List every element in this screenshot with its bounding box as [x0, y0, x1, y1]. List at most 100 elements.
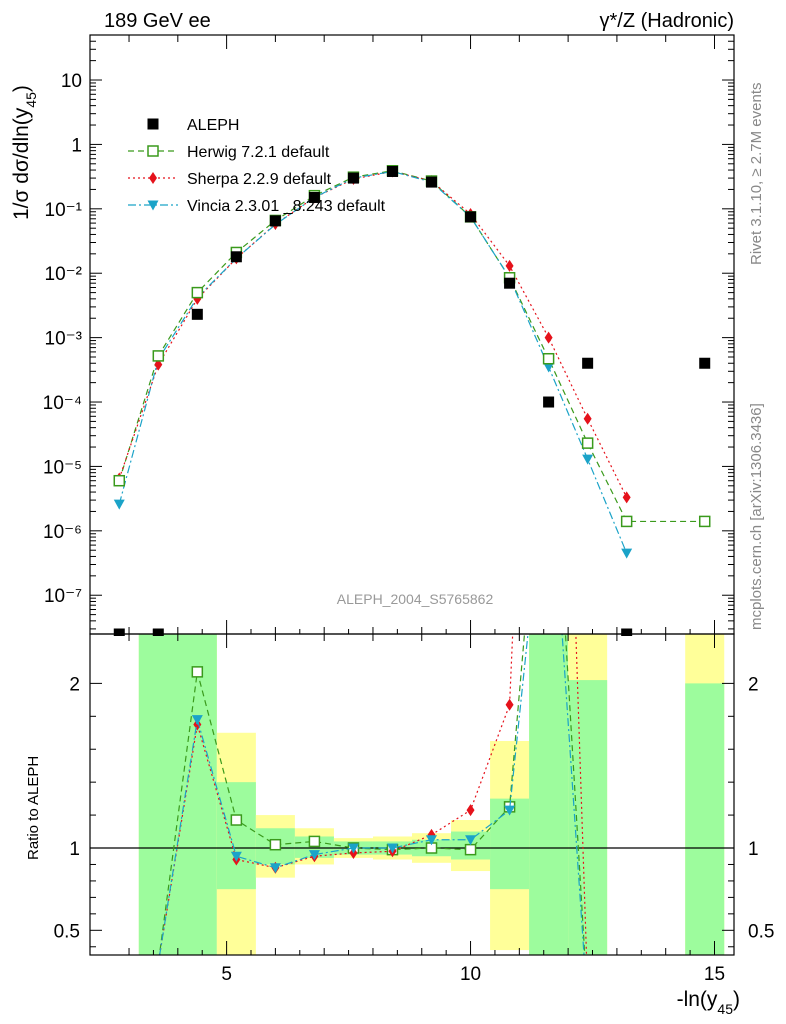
main-point-filled-square-5	[308, 191, 320, 203]
ratio-ytick-label-2: 2	[69, 674, 80, 695]
main-point-filled-square-12	[582, 357, 594, 369]
main-point-filled-square-13	[621, 628, 633, 636]
ratio-ytick-label-right-0: 0.5	[748, 921, 774, 942]
uncertainty-bands	[138, 634, 725, 955]
ratio-point-2-4	[269, 863, 281, 874]
ratio-ytick-label-right-2: 2	[748, 674, 759, 695]
main-line-2	[118, 170, 628, 498]
green-band-1	[216, 782, 256, 890]
green-band-10	[568, 680, 608, 955]
legend-marker-0	[147, 118, 159, 130]
ratio-point-0-2	[191, 666, 204, 678]
ratio-frame	[89, 633, 735, 956]
green-band-3	[294, 836, 334, 858]
ratio-ytick-label-1: 1	[69, 839, 80, 860]
main-point-diamond-1	[154, 358, 163, 371]
ratio-point-2-2	[191, 715, 203, 726]
main-point-open-square-0	[113, 474, 126, 487]
ratio-point-0-9	[464, 843, 477, 856]
legend-label-2: Sherpa 2.2.9 default	[187, 171, 332, 188]
ratio-point-2-9	[465, 835, 477, 846]
main-point-open-square-11	[542, 352, 555, 365]
main-ytick-label-4: 10⁻³	[45, 329, 83, 350]
ratio-point-2-5	[308, 850, 320, 861]
legend-marker-1	[147, 145, 159, 157]
main-point-diamond-12	[583, 412, 592, 425]
ratio-point-1-10	[505, 698, 514, 711]
green-band-0	[138, 634, 217, 955]
main-point-filled-square-0	[113, 628, 125, 636]
main-ytick-label-2: 10⁻⁵	[43, 457, 82, 478]
x-axis-label: -ln(y45)	[677, 988, 740, 1017]
main-point-diamond-13	[622, 491, 631, 504]
ratio-point-0-3	[230, 814, 243, 826]
legend-label-0: ALEPH	[187, 117, 239, 134]
ratio-panel	[90, 634, 734, 955]
main-series-group	[113, 165, 711, 636]
main-point-filled-square-9	[465, 211, 477, 223]
legend-marker-2	[149, 172, 157, 184]
main-ytick-label-7: 1	[71, 135, 82, 156]
main-point-filled-square-8	[426, 176, 438, 188]
main-ytick-label-3: 10⁻⁴	[43, 393, 82, 414]
main-point-filled-square-1	[152, 628, 164, 636]
ratio-ytick-label-0: 0.5	[54, 921, 80, 942]
legend-label-1: Herwig 7.2.1 default	[187, 144, 330, 161]
ratio-point-2-10	[504, 805, 516, 816]
main-point-filled-square-2	[191, 308, 203, 320]
main-ytick-label-0: 10⁻⁷	[44, 586, 82, 607]
ratio-point-2-7	[386, 843, 398, 854]
main-point-filled-square-7	[386, 165, 398, 177]
watermark-label: ALEPH_2004_S5765862	[337, 591, 494, 607]
main-point-filled-square-14	[699, 357, 711, 369]
main-point-triangle-down-13	[621, 548, 633, 559]
ratio-point-2-8	[426, 835, 438, 846]
main-point-filled-square-11	[543, 396, 555, 408]
ratio-ytick-label-right-1: 1	[748, 839, 759, 860]
main-ytick-label-5: 10⁻²	[45, 264, 83, 285]
ratio-point-1-9	[466, 804, 475, 817]
main-point-open-square-13	[620, 515, 633, 528]
main-point-triangle-down-12	[582, 454, 594, 465]
legend-label-3: Vincia 2.3.01 _8.243 default	[187, 198, 386, 215]
header-left: 189 GeV ee	[104, 10, 211, 32]
xtick-label-1: 10	[460, 964, 481, 985]
ratio-point-0-5	[308, 835, 321, 848]
main-point-triangle-down-11	[543, 362, 555, 373]
mcplots-label: mcplots.cern.ch [arXiv:1306.3436]	[748, 403, 765, 630]
main-line-3	[118, 170, 628, 554]
green-band-11	[685, 683, 725, 955]
header-right: γ*/Z (Hadronic)	[600, 10, 734, 32]
main-ytick-label-1: 10⁻⁶	[43, 522, 82, 543]
main-ylabel: 1/σ dσ/dln(y45)	[10, 85, 39, 220]
main-line-1	[118, 170, 705, 523]
axes-frames: 10⁻⁷ 10⁻⁶ 10⁻⁵ 10⁻⁴ 10⁻³ 10⁻² 10⁻¹ 1 10 5 10 15 0.5 0…	[43, 34, 774, 985]
main-point-open-square-2	[191, 286, 204, 299]
main-point-filled-square-10	[504, 277, 516, 289]
main-point-open-square-1	[152, 350, 165, 362]
ratio-ylabel: Ratio to ALEPH	[25, 756, 42, 860]
main-point-filled-square-3	[230, 251, 242, 263]
main-panel	[113, 165, 711, 636]
rivet-label: Rivet 3.1.10, ≥ 2.7M events	[748, 83, 765, 266]
ratio-series-group	[90, 634, 734, 955]
main-point-filled-square-6	[347, 172, 359, 184]
green-band-9	[529, 634, 569, 955]
band-group	[138, 634, 725, 955]
xtick-label-0: 5	[221, 964, 232, 985]
main-ytick-label-6: 10⁻¹	[45, 200, 83, 221]
main-point-filled-square-4	[269, 215, 281, 227]
main-point-diamond-10	[505, 259, 514, 272]
main-point-open-square-14	[698, 515, 711, 528]
main-point-open-square-12	[581, 437, 594, 449]
legend: ALEPH Herwig 7.2.1 default Sherpa 2.2.9 de…	[128, 117, 386, 215]
ratio-point-2-6	[347, 843, 359, 854]
xtick-label-2: 15	[704, 964, 725, 985]
main-point-diamond-11	[544, 331, 553, 344]
ratio-point-0-4	[269, 838, 282, 851]
ratio-point-2-3	[230, 851, 242, 862]
main-point-triangle-down-0	[113, 499, 125, 510]
main-ytick-label-8: 10	[61, 71, 82, 92]
legend-marker-3	[147, 200, 159, 211]
